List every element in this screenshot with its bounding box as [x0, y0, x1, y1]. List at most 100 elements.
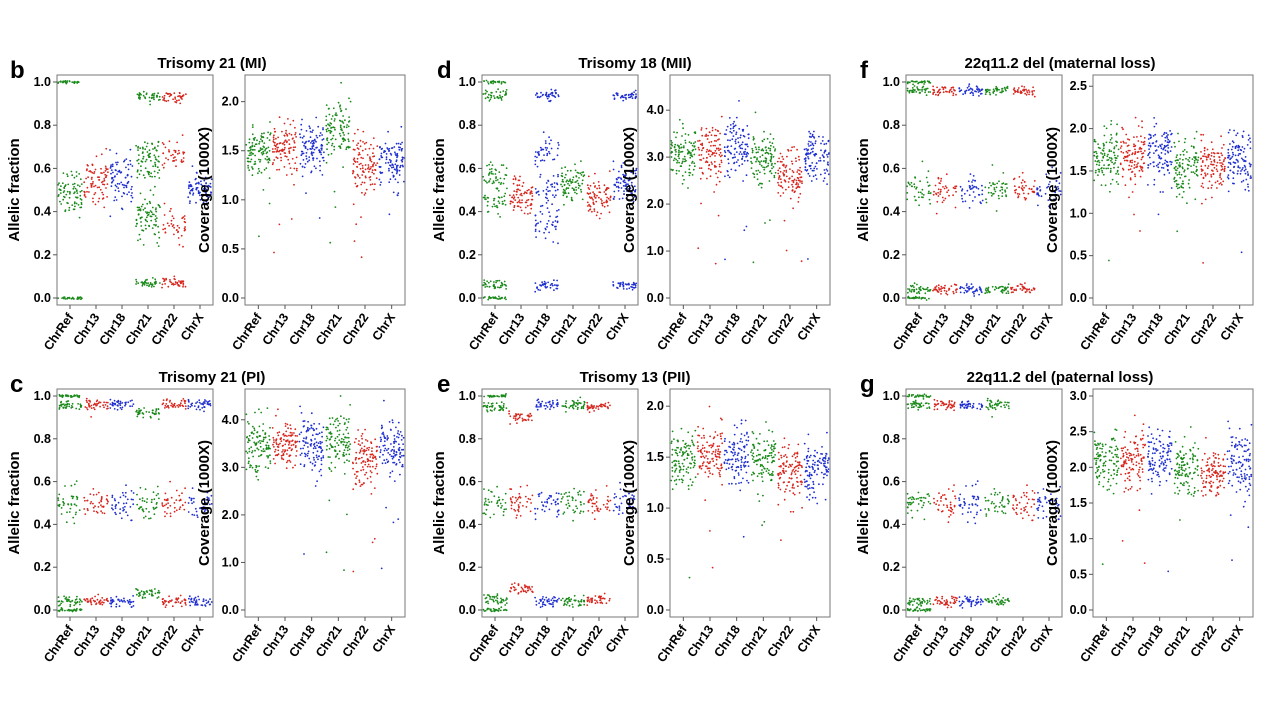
allelic-point	[158, 236, 161, 239]
allelic-point	[971, 88, 973, 90]
coverage-point	[797, 155, 800, 158]
coverage-ylabel: Coverage (1000X)	[1044, 127, 1061, 253]
coverage-point	[339, 135, 342, 137]
allelic-point	[1013, 87, 1016, 90]
coverage-point	[245, 143, 248, 146]
coverage-point	[303, 135, 305, 138]
allelic-point	[927, 192, 930, 195]
allelic-point	[163, 99, 166, 102]
allelic-point	[1057, 187, 1060, 190]
allelic-point	[526, 199, 528, 202]
allelic-point	[155, 224, 157, 226]
allelic-point	[123, 184, 125, 187]
allelic-point	[158, 204, 161, 207]
allelic-point	[59, 192, 62, 195]
allelic-point	[144, 97, 147, 100]
coverage-point	[1221, 154, 1223, 157]
coverage-point	[1176, 167, 1179, 170]
allelic-point	[549, 215, 551, 218]
allelic-point	[148, 153, 151, 156]
allelic-point	[910, 297, 913, 299]
coverage-point	[1177, 132, 1179, 135]
allelic-point	[125, 186, 128, 189]
allelic-point	[527, 213, 529, 215]
allelic-point	[58, 503, 61, 506]
allelic-point	[924, 81, 926, 84]
coverage-point	[1250, 177, 1252, 179]
allelic-point	[946, 90, 948, 93]
allelic-point	[198, 192, 201, 195]
coverage-point	[693, 153, 696, 156]
coverage-point	[284, 140, 286, 142]
coverage-point	[716, 176, 719, 179]
coverage-point	[1242, 179, 1245, 182]
allelic-point	[987, 286, 990, 289]
coverage-point	[1240, 149, 1243, 152]
coverage-point	[287, 118, 289, 120]
coverage-point	[1165, 132, 1168, 135]
coverage-point	[1103, 164, 1105, 167]
allelic-point	[962, 200, 964, 203]
coverage-point	[283, 134, 286, 137]
coverage-point	[1153, 125, 1156, 128]
allelic-point	[992, 88, 995, 91]
allelic-point	[154, 175, 156, 178]
coverage-point	[254, 154, 256, 157]
allelic-point	[482, 175, 484, 178]
coverage-point	[254, 136, 256, 139]
allelic-point	[170, 207, 172, 210]
coverage-point	[779, 160, 782, 163]
coverage-point	[1213, 161, 1216, 163]
coverage-point	[744, 148, 747, 151]
coverage-point	[319, 164, 321, 167]
coverage-point	[301, 165, 304, 168]
allelic-point	[174, 151, 177, 154]
allelic-point	[907, 296, 909, 299]
allelic-ylabel: Allelic fraction	[855, 138, 872, 241]
allelic-point	[144, 279, 147, 282]
allelic-point	[124, 491, 127, 494]
allelic-point	[540, 91, 542, 94]
allelic-ytick-label: 0.2	[883, 248, 900, 262]
coverage-point	[686, 152, 689, 155]
coverage-point	[714, 128, 717, 131]
coverage-point	[825, 142, 828, 145]
allelic-point	[205, 202, 208, 205]
allelic-point	[101, 512, 104, 514]
coverage-point	[1115, 140, 1117, 143]
allelic-point	[183, 215, 186, 217]
coverage-point	[1169, 130, 1171, 132]
coverage-point	[760, 164, 763, 167]
allelic-point	[129, 603, 131, 606]
allelic-point	[122, 507, 124, 509]
coverage-point	[1178, 171, 1181, 174]
coverage-point	[333, 148, 336, 151]
coverage-point	[678, 170, 680, 172]
allelic-point	[633, 91, 635, 93]
coverage-point	[1129, 168, 1132, 171]
allelic-point	[990, 184, 992, 187]
allelic-point	[73, 503, 76, 506]
allelic-point	[517, 179, 520, 182]
coverage-point	[738, 153, 741, 155]
coverage-point	[400, 125, 403, 128]
coverage-ytick-label: 1.5	[222, 144, 239, 158]
coverage-point	[345, 126, 348, 129]
allelic-point	[596, 187, 598, 190]
allelic-point	[168, 150, 171, 153]
allelic-point	[75, 202, 78, 205]
allelic-point	[103, 206, 106, 209]
allelic-point	[1022, 286, 1025, 289]
coverage-point	[300, 123, 303, 126]
coverage-ytick-label: 1.0	[1070, 206, 1087, 220]
allelic-point	[557, 175, 559, 178]
allelic-point	[925, 288, 928, 290]
coverage-point	[1101, 171, 1104, 174]
coverage-point	[325, 104, 328, 106]
allelic-point	[593, 195, 596, 198]
allelic-point	[497, 97, 500, 100]
allelic-point	[947, 289, 950, 291]
allelic-point	[85, 397, 88, 400]
allelic-point	[928, 80, 931, 83]
coverage-point	[388, 213, 391, 216]
